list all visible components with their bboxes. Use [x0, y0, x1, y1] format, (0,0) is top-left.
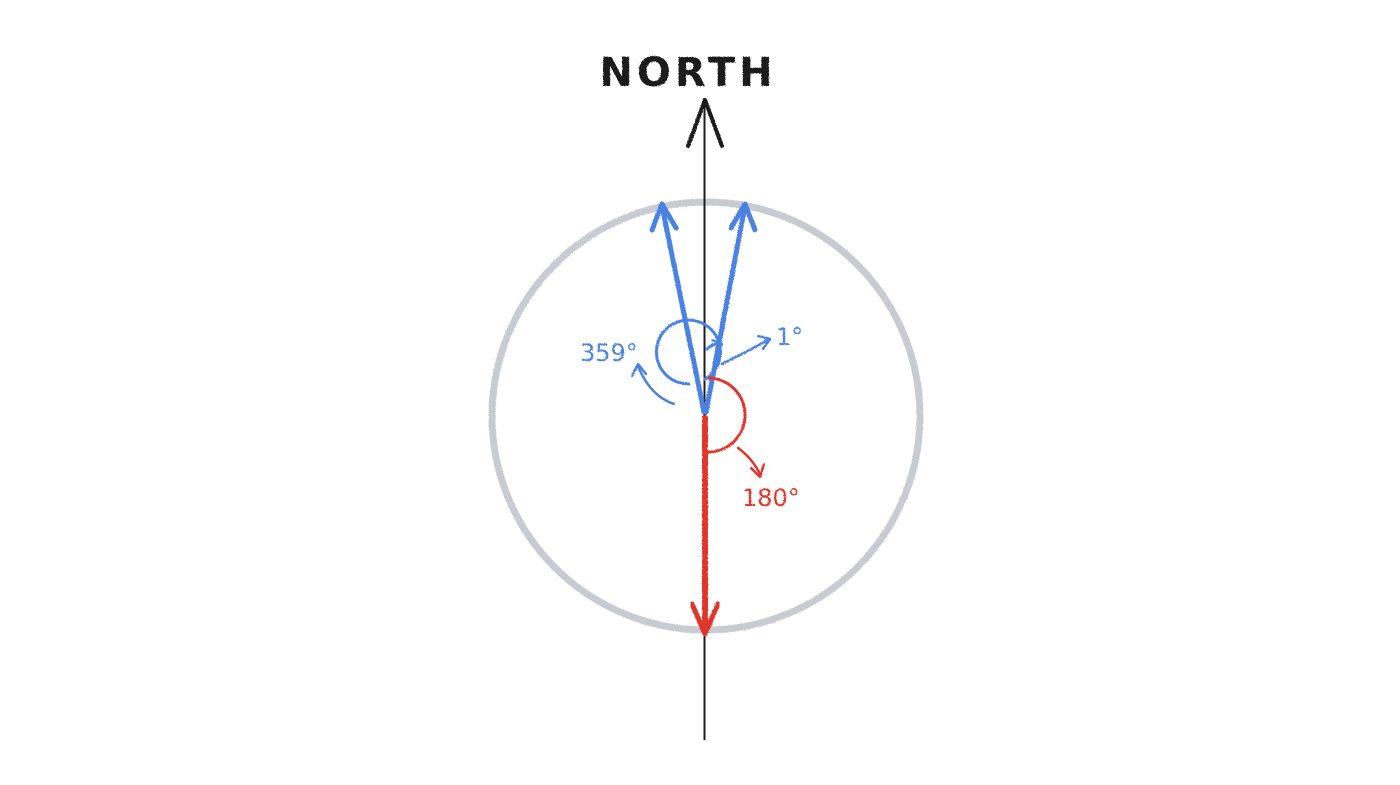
angle-label-359: 359°	[580, 339, 638, 367]
north-arrowhead-icon	[686, 98, 724, 148]
arrow-359	[649, 201, 707, 415]
angle-arc-1-tip-icon	[710, 338, 724, 354]
leader-1-tip-icon	[756, 334, 772, 351]
leader-1	[720, 338, 770, 366]
north-label: NORTH	[599, 50, 776, 96]
arrow-180	[689, 415, 721, 637]
angle-label-180: 180°	[742, 484, 800, 512]
arrow-1	[703, 201, 758, 415]
leader-180	[736, 446, 762, 476]
leader-359-tip-icon	[630, 362, 648, 378]
angle-label-1: 1°	[776, 323, 803, 351]
angle-arc-180	[707, 376, 747, 454]
leader-359	[636, 364, 676, 406]
angle-arc-359	[654, 318, 722, 386]
leader-180-tip-icon	[749, 462, 766, 479]
